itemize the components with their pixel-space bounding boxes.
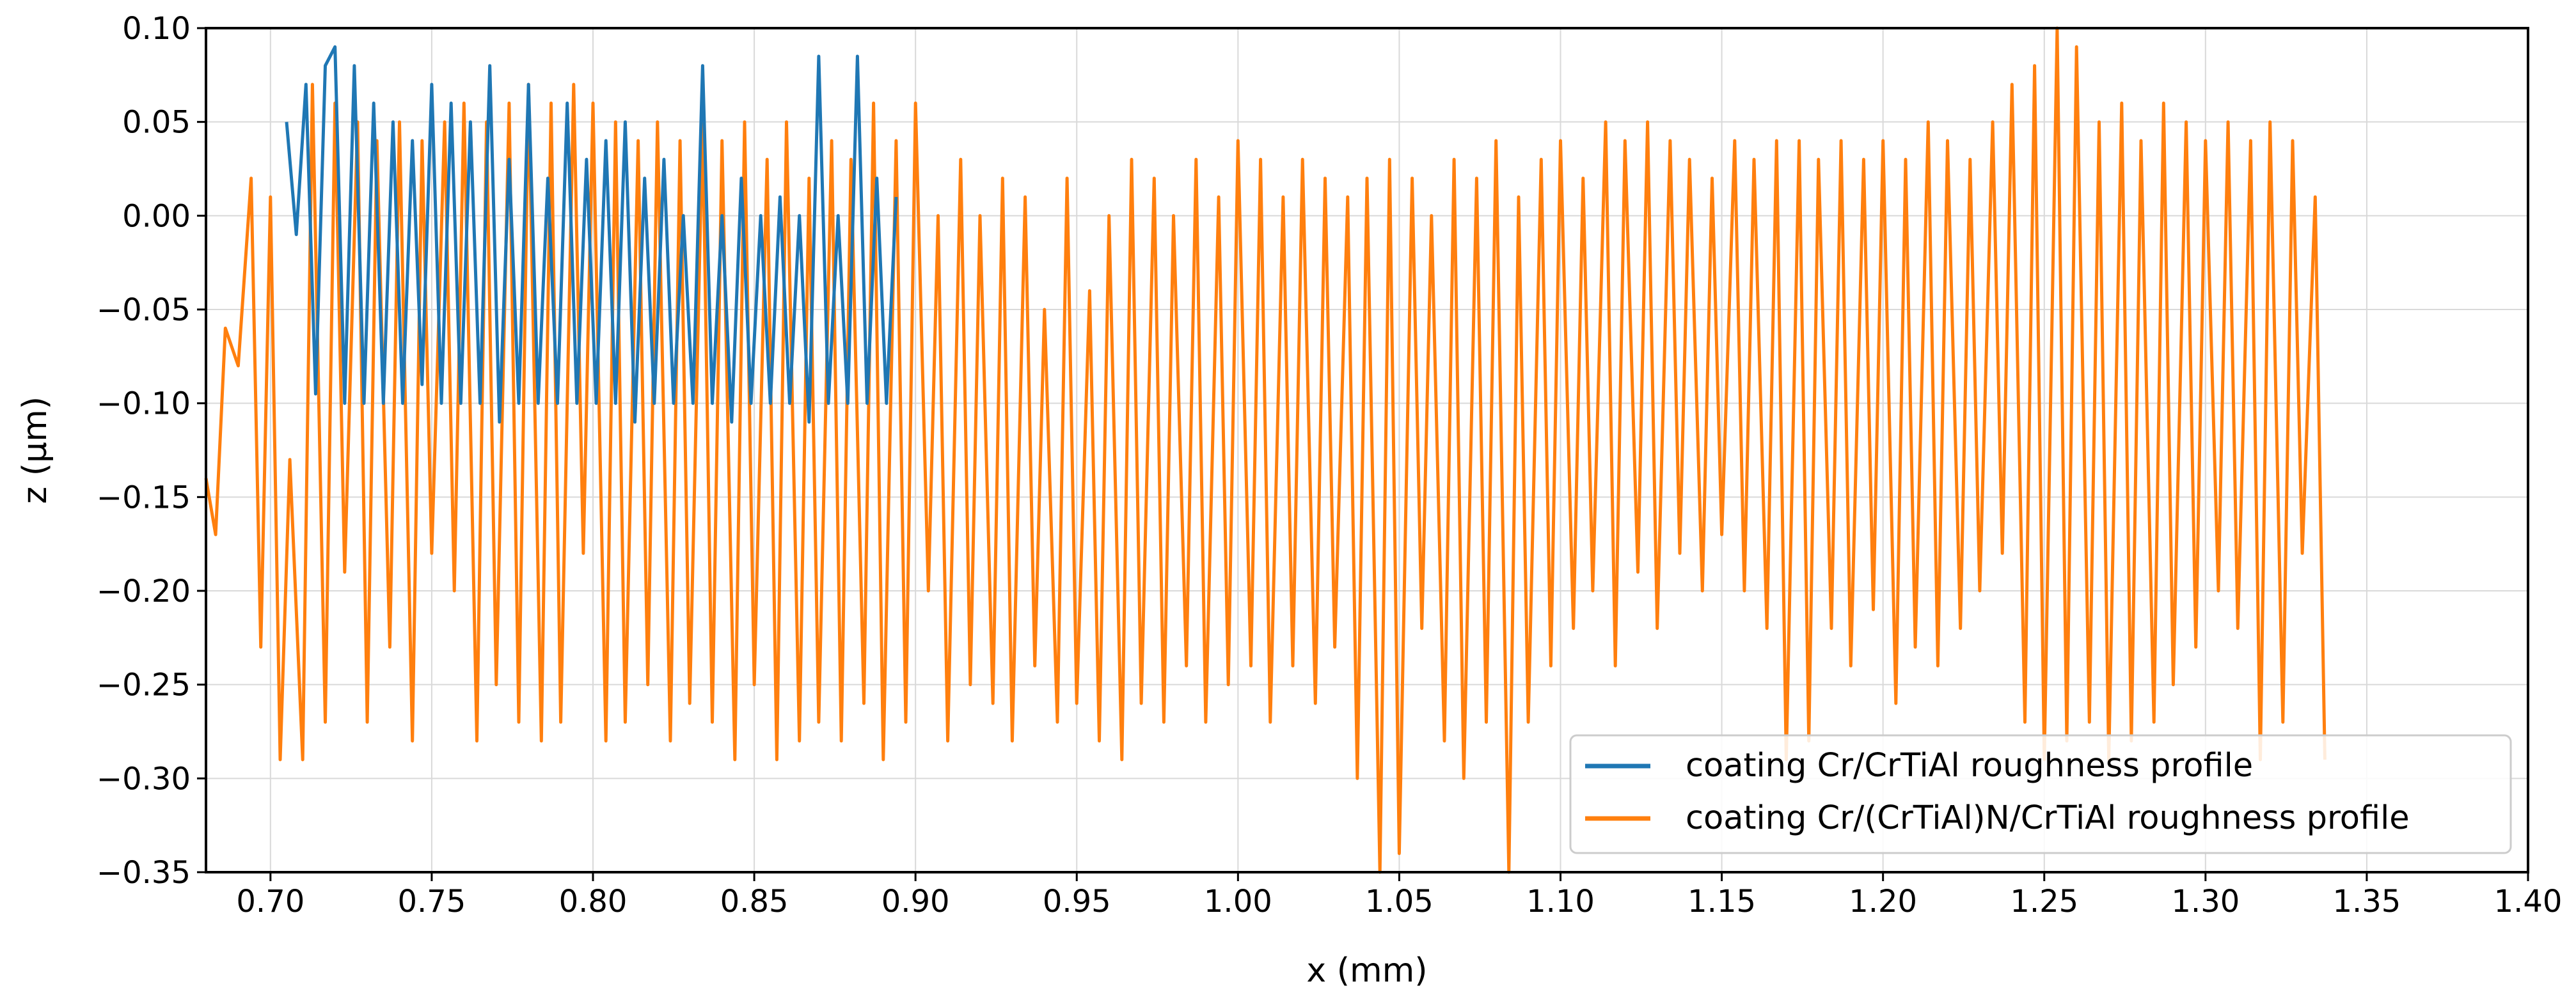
y-tick-label: −0.10 — [97, 386, 191, 422]
x-tick-label: 1.00 — [1204, 884, 1272, 920]
legend: coating Cr/CrTiAl roughness profile coat… — [1569, 734, 2512, 854]
x-tick-label: 0.95 — [1043, 884, 1111, 920]
y-axis-ticks: 0.10 0.05 0.00 −0.05 −0.10 −0.15 −0.20 −0.25 −0.… — [97, 11, 206, 891]
series-line-1 — [285, 45, 898, 424]
x-tick-label: 0.75 — [397, 884, 466, 920]
x-tick-label: 1.10 — [1526, 884, 1595, 920]
x-tick-label: 0.85 — [720, 884, 789, 920]
x-tick-label: 0.70 — [236, 884, 304, 920]
x-tick-label: 1.35 — [2332, 884, 2401, 920]
y-tick-label: −0.15 — [97, 480, 191, 515]
y-tick-label: −0.20 — [97, 574, 191, 609]
y-tick-label: 0.05 — [122, 105, 191, 141]
y-tick-label: 0.00 — [122, 198, 191, 234]
x-tick-label: 1.20 — [1849, 884, 1917, 920]
x-tick-label: 0.80 — [559, 884, 628, 920]
plot-frame — [205, 27, 2529, 873]
legend-box — [1569, 734, 2512, 854]
x-tick-label: 1.40 — [2494, 884, 2563, 920]
x-tick-label: 1.05 — [1365, 884, 1434, 920]
y-tick-label: −0.05 — [97, 292, 191, 328]
x-tick-label: 1.15 — [1687, 884, 1756, 920]
series-line-2 — [204, 26, 2327, 874]
y-tick-label: −0.25 — [97, 668, 191, 703]
x-axis-ticks: 0.70 0.75 0.80 0.85 0.90 0.95 1.00 1.05 1.10 1.15… — [236, 872, 2562, 920]
x-tick-label: 1.30 — [2171, 884, 2240, 920]
y-axis-label: z (μm) — [16, 396, 54, 504]
x-tick-label: 0.90 — [881, 884, 950, 920]
y-tick-label: 0.10 — [122, 11, 191, 47]
x-axis-label: x (mm) — [1306, 951, 1427, 990]
legend-label-series-1: coating Cr/CrTiAl roughness profile — [1686, 747, 2253, 785]
x-tick-label: 1.25 — [2010, 884, 2078, 920]
y-tick-label: −0.35 — [97, 855, 191, 891]
series-layer — [204, 26, 2327, 874]
y-tick-label: −0.30 — [97, 761, 191, 797]
legend-label-series-2: coating Cr/(CrTiAl)N/CrTiAl roughness pr… — [1686, 799, 2410, 837]
